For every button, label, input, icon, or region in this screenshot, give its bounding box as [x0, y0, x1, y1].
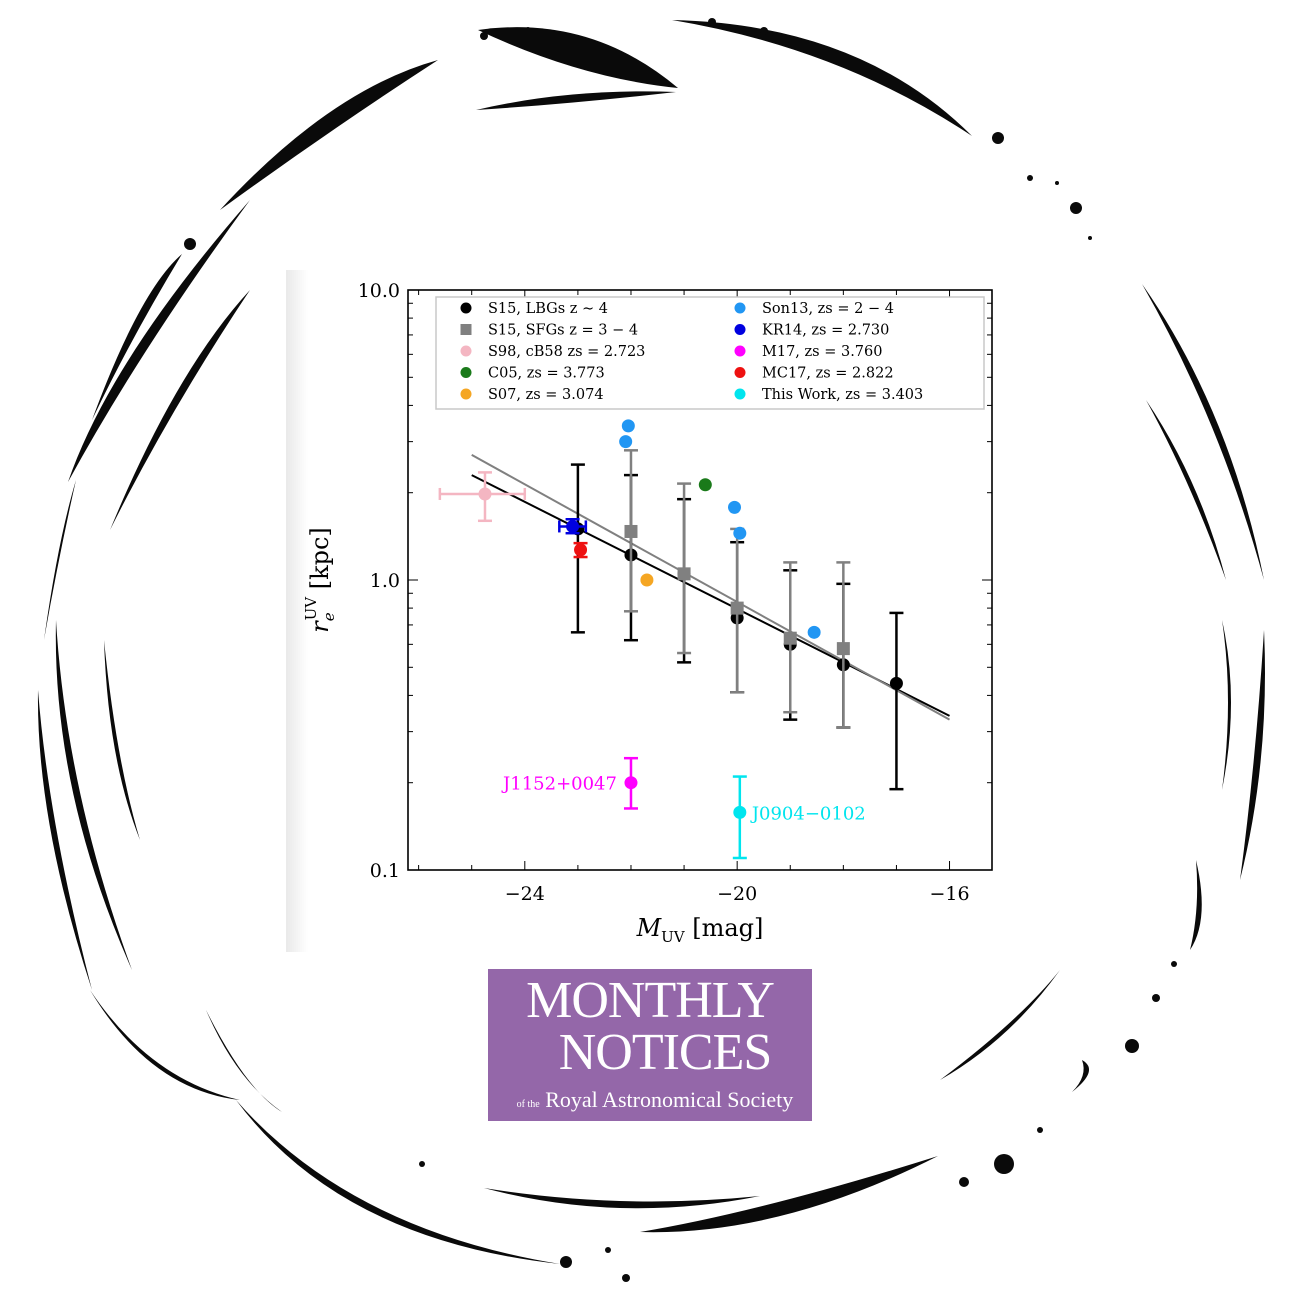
logo-line-3: of the Royal Astronomical Society [488, 1087, 812, 1118]
legend-marker [734, 324, 746, 335]
legend-label: This Work, zs = 3.403 [762, 387, 923, 403]
legend-box [435, 296, 985, 410]
legend-label: S15, LBGs z ∼ 4 [488, 301, 608, 317]
series-m17: J1152+0047 [501, 756, 638, 810]
data-point [733, 526, 747, 540]
x-tick-label: −20 [717, 883, 757, 905]
data-point [619, 435, 633, 449]
legend-marker [734, 388, 746, 400]
legend-marker [734, 367, 746, 378]
ring-dots [184, 18, 1177, 1282]
legend-label: S98, cB58 zs = 2.723 [488, 344, 645, 360]
data-point [728, 500, 742, 514]
point-label: J1152+0047 [501, 774, 617, 795]
legend-label: C05, zs = 3.773 [488, 366, 605, 382]
legend-label: S15, SFGs z = 3 − 4 [488, 323, 638, 339]
series-mc17 [573, 541, 588, 559]
data-point [640, 573, 654, 587]
series-son13 [619, 419, 821, 639]
legend-label: MC17, zs = 2.822 [762, 366, 894, 382]
size-luminosity-chart: −24 −20 −16 0.1 1.0 10.0 MUV [mag] reUV [kpc] J1… [302, 280, 993, 946]
series-s15 [623, 449, 851, 729]
legend-marker [460, 367, 472, 378]
data-point [621, 419, 635, 433]
series-s98 [438, 471, 527, 523]
legend-marker [460, 345, 472, 357]
legend-marker [460, 324, 472, 335]
data-point [783, 631, 797, 645]
series-kr14 [558, 517, 588, 535]
legend-label: Son13, zs = 2 − 4 [762, 301, 894, 317]
x-tick-label: −24 [505, 883, 545, 905]
series-this-work: J0904−0102 [732, 775, 866, 860]
data-point [624, 524, 638, 538]
journal-logo: MONTHLY NOTICES of the Royal Astronomica… [488, 969, 812, 1121]
data-point [624, 776, 638, 790]
legend-marker [460, 302, 472, 314]
x-tick-label: −16 [929, 883, 969, 905]
chart-panel: −24 −20 −16 0.1 1.0 10.0 MUV [mag] reUV [kpc] J1… [286, 270, 998, 952]
logo-line-1: MONTHLY [526, 972, 775, 1029]
y-tick-label: 10.0 [358, 280, 400, 302]
legend-marker [734, 302, 746, 314]
legend-label: KR14, zs = 2.730 [762, 323, 889, 339]
ring-strokes [37, 20, 1265, 1264]
logo-society: Royal Astronomical Society [545, 1087, 794, 1112]
data-point [733, 805, 747, 819]
series-s07 [640, 573, 654, 587]
legend-marker [460, 388, 472, 400]
x-axis-label: MUV [mag] [636, 914, 764, 946]
data-point [574, 543, 588, 557]
legend: S15, LBGs z ∼ 4 S15, SFGs z = 3 − 4 S98, c… [435, 296, 985, 410]
logo-line-2: NOTICES [558, 1024, 773, 1081]
data-point [677, 567, 691, 581]
legend-label: M17, zs = 3.760 [762, 344, 882, 360]
data-point [730, 601, 744, 615]
data-point [478, 487, 492, 501]
data-point [566, 519, 580, 533]
panel-shadow [286, 270, 308, 952]
y-tick-label: 0.1 [370, 860, 400, 882]
data-point [807, 625, 821, 639]
legend-marker [734, 345, 746, 357]
logo-prefix: of the [516, 1099, 540, 1110]
series-c05 [698, 478, 712, 492]
point-label: J0904−0102 [750, 803, 866, 824]
data-point [836, 642, 850, 656]
fit-line [471, 454, 951, 721]
data-point [889, 676, 903, 690]
y-tick-label: 1.0 [370, 570, 400, 592]
y-axis-label: reUV [kpc] [302, 527, 338, 633]
data-point [698, 478, 712, 492]
legend-label: S07, zs = 3.074 [488, 387, 604, 403]
